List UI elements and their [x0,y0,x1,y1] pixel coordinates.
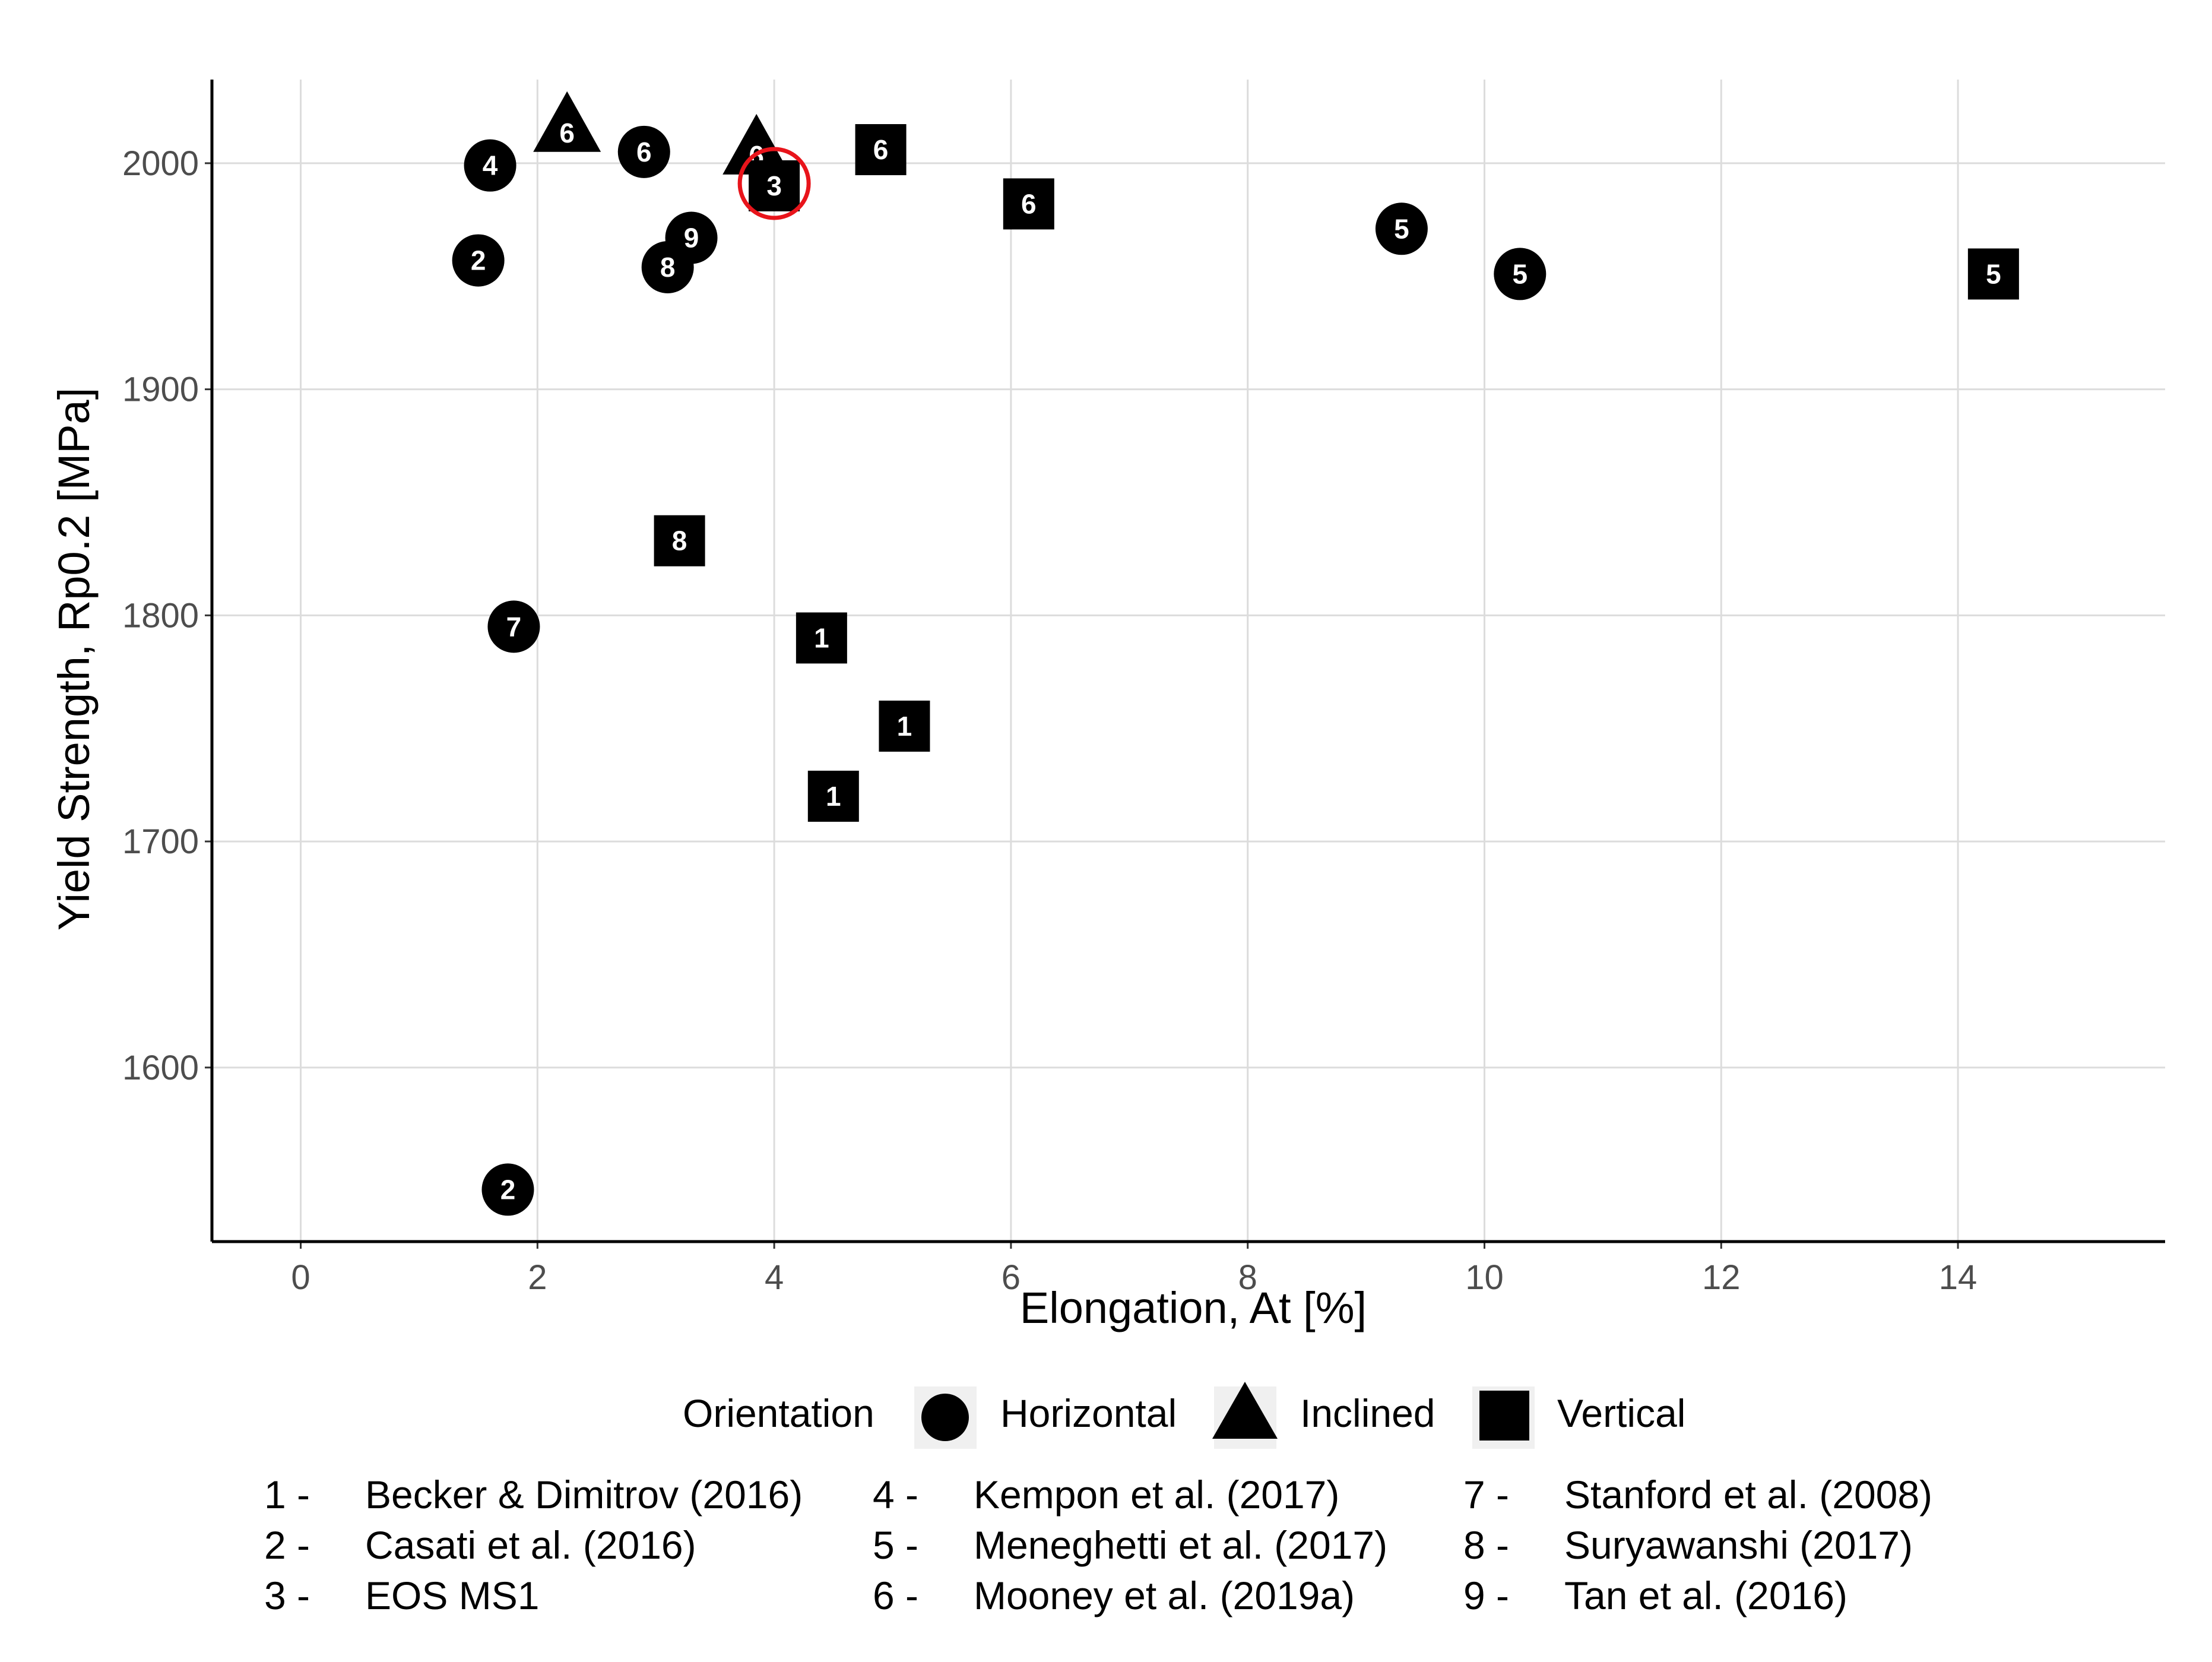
x-tick-labels: 0 2 4 6 8 10 12 14 [291,1258,1977,1297]
data-point-label: 6 [873,134,889,165]
data-point-label: 1 [897,711,912,742]
highlight-circle [737,147,811,220]
data-point-square: 6 [1003,178,1054,230]
data-point-label: 4 [483,150,498,181]
data-point-square: 1 [807,770,859,822]
y-tick-labels: 1600 1700 1800 1900 2000 [122,144,199,1087]
data-point-label: 5 [1513,258,1528,289]
x-tick-label: 6 [1002,1258,1021,1297]
x-axis-title: Elongation, At [%] [1020,1283,1367,1332]
data-point-square: 1 [879,700,930,752]
x-tick-label: 2 [528,1258,547,1297]
data-point-label: 5 [1986,258,2001,289]
reference-number: 1 - [264,1473,310,1517]
data-point-label: 5 [1394,213,1409,244]
data-point-label: 7 [506,611,522,642]
y-tick-label: 1800 [122,596,199,635]
legend-key-horizontal: Horizontal [914,1386,1177,1449]
reference-name: Casati et al. (2016) [365,1523,696,1567]
reference-number: 8 - [1463,1523,1509,1567]
data-point-circle: 7 [487,600,540,653]
reference-number: 4 - [873,1473,918,1517]
data-point-square: 5 [1967,248,2019,300]
data-point-label: 1 [814,622,829,653]
data-point-label: 6 [559,118,575,148]
reference-item: 4 - Kempon et al. (2017) [873,1473,1339,1517]
data-point-label: 3 [766,170,782,201]
x-tick-label: 12 [1702,1258,1741,1297]
reference-number: 6 - [873,1574,918,1617]
legend-label-vertical: Vertical [1557,1391,1685,1435]
data-point-label: 9 [684,223,699,254]
data-point-circle: 5 [1375,202,1428,255]
x-tick-label: 14 [1939,1258,1978,1297]
reference-name: Suryawanshi (2017) [1564,1523,1913,1567]
data-point-circle: 2 [452,234,505,287]
reference-item: 3 - EOS MS1 [264,1574,539,1617]
reference-number: 7 - [1463,1473,1509,1517]
reference-name: Stanford et al. (2008) [1564,1473,1932,1517]
grid-lines [212,80,2165,1242]
y-tick-label: 1600 [122,1049,199,1087]
data-point-label: 6 [636,137,652,167]
data-point-square: 8 [654,515,705,566]
x-tick-label: 8 [1238,1258,1257,1297]
data-point-label: 8 [660,252,676,283]
reference-number: 9 - [1463,1574,1509,1617]
reference-name: EOS MS1 [365,1574,539,1617]
x-tick-label: 4 [765,1258,784,1297]
data-point-square: 6 [855,124,907,176]
legend-key-inclined: Inclined [1212,1382,1435,1449]
x-tick-label: 0 [291,1258,310,1297]
data-point-label: 6 [1021,188,1037,219]
reference-number: 5 - [873,1523,918,1567]
y-tick-label: 2000 [122,144,199,183]
reference-item: 7 - Stanford et al. (2008) [1463,1473,1932,1517]
data-point-triangle: 6 [533,91,601,152]
legend-label-inclined: Inclined [1300,1391,1435,1435]
data-point-circle: 4 [464,139,516,192]
reference-number: 3 - [264,1574,310,1617]
axes [205,80,2165,1249]
data-point-label: 8 [672,525,687,556]
data-point-square: 1 [796,612,847,664]
legend-key-vertical: Vertical [1472,1386,1685,1449]
data-point-square: 3 [737,147,811,220]
legend: Orientation Horizontal Inclined Vertical [683,1382,1685,1449]
y-tick-label: 1900 [122,371,199,409]
reference-list: 1 - Becker & Dimitrov (2016) 2 - Casati et … [264,1473,1932,1617]
data-point-circle: 6 [617,125,670,178]
reference-name: Mooney et al. (2019a) [974,1574,1355,1617]
legend-title: Orientation [683,1391,874,1435]
reference-name: Meneghetti et al. (2017) [974,1523,1387,1567]
data-point-label: 2 [500,1174,516,1205]
reference-item: 8 - Suryawanshi (2017) [1463,1523,1913,1567]
reference-name: Kempon et al. (2017) [974,1473,1339,1517]
reference-item: 9 - Tan et al. (2016) [1463,1574,1847,1617]
data-point-label: 1 [826,781,841,812]
data-point-label: 2 [471,245,486,276]
reference-number: 2 - [264,1523,310,1567]
reference-name: Becker & Dimitrov (2016) [365,1473,803,1517]
x-tick-label: 10 [1465,1258,1504,1297]
reference-item: 5 - Meneghetti et al. (2017) [873,1523,1387,1567]
data-point-circle: 5 [1494,248,1547,300]
reference-name: Tan et al. (2016) [1564,1574,1847,1617]
reference-item: 2 - Casati et al. (2016) [264,1523,696,1567]
data-point-circle: 2 [481,1163,534,1216]
y-axis-title: Yield Strength, Rp0.2 [MPa] [49,388,99,931]
legend-label-horizontal: Horizontal [1000,1391,1177,1435]
reference-item: 1 - Becker & Dimitrov (2016) [264,1473,803,1517]
reference-item: 6 - Mooney et al. (2019a) [873,1574,1355,1617]
y-tick-label: 1700 [122,822,199,861]
data-point-circle: 8 [641,241,694,294]
